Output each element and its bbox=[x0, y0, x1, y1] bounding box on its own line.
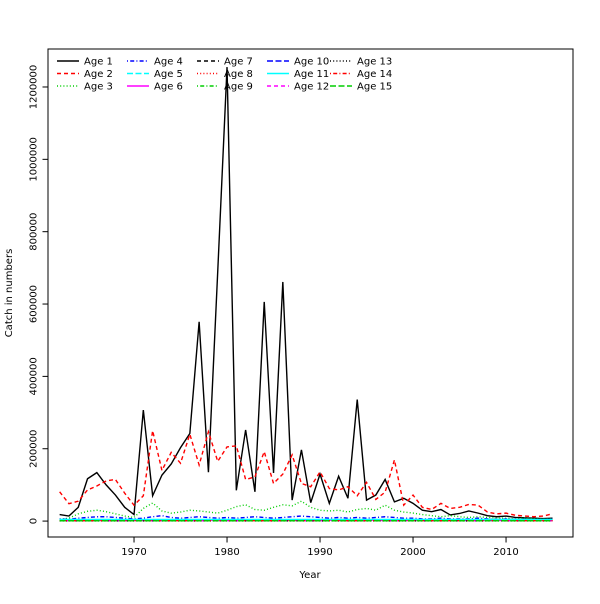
legend-label-age-8: Age 8 bbox=[224, 69, 253, 80]
y-axis-tick-label: 1200000 bbox=[29, 65, 40, 110]
legend-entry-age-12: Age 12 bbox=[267, 82, 329, 93]
legend-label-age-10: Age 10 bbox=[294, 57, 329, 68]
legend-entry-age-15: Age 15 bbox=[330, 82, 392, 93]
x-axis-tick-label: 1990 bbox=[307, 547, 332, 558]
legend-entry-age-7: Age 7 bbox=[197, 57, 253, 68]
legend-entry-age-5: Age 5 bbox=[127, 69, 183, 80]
legend-entry-age-14: Age 14 bbox=[330, 69, 392, 80]
legend-entry-age-9: Age 9 bbox=[197, 82, 253, 93]
legend-label-age-12: Age 12 bbox=[294, 82, 329, 93]
legend-label-age-15: Age 15 bbox=[357, 82, 392, 93]
x-axis-tick-label: 2000 bbox=[400, 547, 425, 558]
series-line-age-1 bbox=[59, 67, 553, 520]
x-axis-tick-label: 1980 bbox=[214, 547, 239, 558]
x-axis-tick-label: 1970 bbox=[121, 547, 146, 558]
x-axis-tick-label: 2010 bbox=[493, 547, 518, 558]
legend-entry-age-2: Age 2 bbox=[57, 69, 113, 80]
y-axis-tick-label: 600000 bbox=[29, 285, 40, 323]
legend-label-age-3: Age 3 bbox=[84, 82, 113, 93]
legend-entry-age-13: Age 13 bbox=[330, 57, 392, 68]
legend-label-age-6: Age 6 bbox=[154, 82, 183, 93]
legend-label-age-14: Age 14 bbox=[357, 69, 392, 80]
series-lines bbox=[59, 67, 553, 522]
y-axis-title: Catch in numbers bbox=[4, 249, 15, 338]
y-axis: 0 200000 400000 600000 800000 1000000 1200000 bbox=[29, 65, 48, 524]
legend-entry-age-8: Age 8 bbox=[197, 69, 253, 80]
legend-entry-age-11: Age 11 bbox=[267, 69, 329, 80]
series-line-age-2 bbox=[59, 429, 553, 518]
legend-label-age-9: Age 9 bbox=[224, 82, 253, 93]
y-axis-tick-label: 1000000 bbox=[29, 137, 40, 182]
legend-entry-age-6: Age 6 bbox=[127, 82, 183, 93]
y-axis-tick-label: 800000 bbox=[29, 213, 40, 251]
legend-entry-age-4: Age 4 bbox=[127, 57, 183, 68]
plot-area-border bbox=[47, 48, 574, 538]
legend-entry-age-3: Age 3 bbox=[57, 82, 113, 93]
legend-label-age-1: Age 1 bbox=[84, 57, 113, 68]
legend-label-age-7: Age 7 bbox=[224, 57, 253, 68]
x-axis: 1970 1980 1990 2000 2010 bbox=[121, 537, 519, 558]
legend-label-age-4: Age 4 bbox=[154, 57, 183, 68]
y-axis-tick-label: 200000 bbox=[29, 430, 40, 468]
legend-label-age-5: Age 5 bbox=[154, 69, 183, 80]
legend-label-age-11: Age 11 bbox=[294, 69, 329, 80]
legend-label-age-13: Age 13 bbox=[357, 57, 392, 68]
y-axis-tick-label: 400000 bbox=[29, 357, 40, 395]
y-axis-tick-label: 0 bbox=[29, 518, 40, 524]
series-line-age-3 bbox=[59, 500, 553, 520]
series-line-age-4 bbox=[59, 514, 553, 521]
x-axis-title: Year bbox=[298, 570, 321, 581]
legend-entry-age-10: Age 10 bbox=[267, 57, 329, 68]
legend-label-age-2: Age 2 bbox=[84, 69, 113, 80]
legend-entry-age-1: Age 1 bbox=[57, 57, 113, 68]
